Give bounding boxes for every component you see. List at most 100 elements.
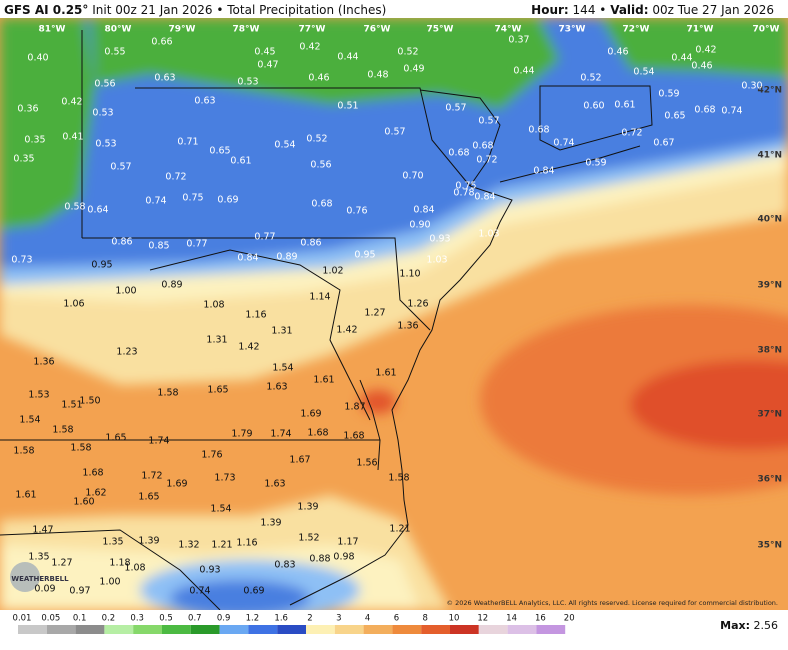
precip-value: 0.59 — [658, 89, 679, 100]
colorbar-label: 3 — [336, 614, 341, 624]
colorbar-swatch — [248, 625, 278, 634]
precip-value: 0.57 — [384, 127, 405, 138]
precip-value: 1.58 — [157, 388, 178, 399]
colorbar-label: 0.7 — [188, 614, 202, 624]
precip-value: 0.63 — [194, 96, 215, 107]
precip-value: 1.63 — [264, 479, 285, 490]
precip-value: 1.39 — [260, 518, 281, 529]
colorbar-label: 0.5 — [159, 614, 173, 624]
precip-value: 1.58 — [52, 425, 73, 436]
precip-value: 1.79 — [231, 429, 252, 440]
longitude-label: 72°W — [623, 25, 650, 35]
precip-value: 0.89 — [161, 280, 182, 291]
colorbar-label: 0.9 — [217, 614, 231, 624]
colorbar-label: 0.05 — [41, 614, 60, 624]
precip-value: 0.52 — [397, 47, 418, 58]
precip-value: 0.90 — [409, 220, 430, 231]
colorbar-label: 20 — [564, 614, 575, 624]
precip-value: 1.69 — [166, 479, 187, 490]
precip-value: 0.88 — [309, 554, 330, 565]
model: GFS AI 0.25° — [4, 3, 88, 17]
precip-value: 1.03 — [426, 255, 447, 266]
precip-value: 0.47 — [257, 60, 278, 71]
precip-value: 0.74 — [721, 106, 742, 117]
longitude-label: 73°W — [559, 25, 586, 35]
precip-value: 0.35 — [24, 135, 45, 146]
precip-value: 0.42 — [61, 97, 82, 108]
colorbar-label: 16 — [535, 614, 546, 624]
precip-value: 1.73 — [214, 473, 235, 484]
header-left: GFS AI 0.25° Init 00z 21 Jan 2026 • Tota… — [4, 3, 386, 17]
precip-value: 1.00 — [115, 286, 136, 297]
colorbar-label: 10 — [449, 614, 460, 624]
precip-value: 0.84 — [413, 205, 434, 216]
precip-value: 1.52 — [298, 533, 319, 544]
precip-value: 0.44 — [337, 52, 358, 63]
precip-value: 1.61 — [375, 368, 396, 379]
precip-value: 1.54 — [210, 504, 231, 515]
precip-value: 1.58 — [70, 443, 91, 454]
colorbar-swatch — [421, 625, 450, 634]
colorbar-label: 2 — [307, 614, 312, 624]
precip-value: 1.47 — [32, 525, 53, 536]
precip-value: 1.03 — [478, 229, 499, 240]
precip-value: 0.63 — [154, 73, 175, 84]
latitude-label: 37°N — [757, 410, 782, 420]
precip-value: 1.53 — [28, 390, 49, 401]
latitude-label: 41°N — [757, 151, 782, 161]
precip-value: 0.75 — [182, 193, 203, 204]
precip-value: 0.68 — [448, 148, 469, 159]
precip-value: 0.37 — [508, 35, 529, 46]
colorbar-swatch — [392, 625, 422, 634]
header-right: Hour: 144 • Valid: 00z Tue 27 Jan 2026 — [531, 3, 774, 17]
precip-value: 0.95 — [91, 260, 112, 271]
precip-value: 0.52 — [306, 134, 327, 145]
precip-value: 0.57 — [110, 162, 131, 173]
longitude-label: 75°W — [427, 25, 454, 35]
precip-value: 1.31 — [271, 326, 292, 337]
colorbar-swatch — [306, 625, 335, 634]
colorbar-swatch — [104, 625, 134, 634]
precip-value: 1.54 — [19, 415, 40, 426]
precip-value: 0.46 — [607, 47, 628, 58]
precip-value: 1.21 — [211, 540, 232, 551]
logo-icon — [10, 562, 40, 592]
colorbar-swatch — [190, 625, 220, 634]
precip-value: 0.60 — [583, 101, 604, 112]
colorbar-label: 12 — [477, 614, 488, 624]
precip-value: 1.08 — [203, 300, 224, 311]
colorbar-label: 0.01 — [13, 614, 32, 624]
precip-value: 1.36 — [33, 357, 54, 368]
precip-value: 0.09 — [34, 584, 55, 595]
precip-value: 0.75 — [455, 181, 476, 192]
precip-value: 0.70 — [402, 171, 423, 182]
precip-value: 1.58 — [388, 473, 409, 484]
precip-value: 1.56 — [356, 458, 377, 469]
precip-value: 1.31 — [206, 335, 227, 346]
longitude-label: 78°W — [233, 25, 260, 35]
precip-value: 1.74 — [270, 429, 291, 440]
precip-value: 1.42 — [336, 325, 357, 336]
logo: WEATHERBELL — [11, 575, 69, 583]
colorbar-label: 0.3 — [130, 614, 144, 624]
precip-value: 0.53 — [95, 139, 116, 150]
longitude-label: 76°W — [364, 25, 391, 35]
precip-value: 0.49 — [403, 64, 424, 75]
hour: 144 — [573, 3, 596, 17]
precip-value: 1.10 — [399, 269, 420, 280]
precip-value: 0.64 — [87, 205, 108, 216]
colorbar-swatch — [536, 625, 566, 634]
precip-value: 0.77 — [254, 232, 275, 243]
precip-value: 0.83 — [274, 560, 295, 571]
colorbar-swatch — [478, 625, 508, 634]
colorbar-label: 0.1 — [73, 614, 87, 624]
precip-value: 1.36 — [397, 321, 418, 332]
precip-value: 0.42 — [299, 42, 320, 53]
colorbar-swatch — [162, 625, 191, 634]
precip-value: 0.40 — [27, 53, 48, 64]
longitude-label: 77°W — [299, 25, 326, 35]
latitude-label: 39°N — [757, 281, 782, 291]
precip-value: 1.35 — [28, 552, 49, 563]
latitude-label: 36°N — [757, 475, 782, 485]
precip-value: 1.54 — [272, 363, 293, 374]
